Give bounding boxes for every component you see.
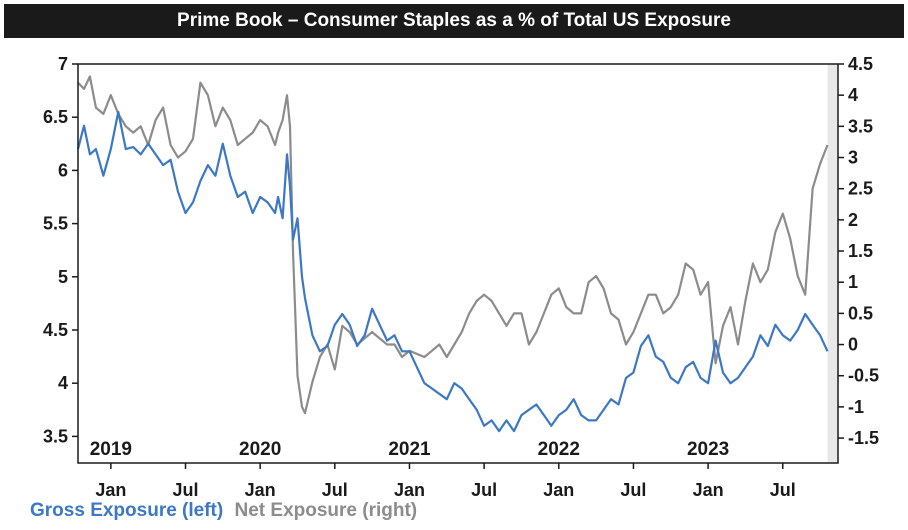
- year-labels: 2019 2020 2021 2022 2023: [90, 439, 730, 460]
- left-tick-label: 7: [58, 54, 68, 74]
- x-tick-label: Jul: [620, 480, 646, 500]
- legend-net-exposure: Net Exposure (right): [234, 500, 418, 521]
- shaded-region: [827, 64, 838, 463]
- right-tick-label: 4: [848, 85, 858, 105]
- x-tick-label: Jul: [770, 480, 796, 500]
- year-label: 2022: [538, 439, 580, 460]
- x-tick-label: Jan: [693, 480, 724, 500]
- year-label: 2023: [687, 439, 729, 460]
- x-tick-label: Jan: [95, 480, 126, 500]
- left-tick-label: 6: [58, 160, 68, 180]
- right-axis-ticks: -1.5 -1 -0.5 0 0.5 1 1.5 2 2.5 3 3.5 4 4.5: [838, 54, 879, 448]
- left-tick-label: 3.5: [43, 426, 68, 446]
- plot-frame: [77, 63, 839, 464]
- x-tick-label: Jan: [394, 480, 425, 500]
- right-tick-label: 0.5: [848, 303, 873, 323]
- shaded-region-layer: [827, 64, 838, 463]
- left-tick-label: 4.5: [43, 320, 68, 340]
- year-label: 2019: [90, 439, 132, 460]
- left-tick-label: 4: [58, 373, 68, 393]
- right-tick-label: 0: [848, 335, 858, 355]
- chart-title: Prime Book – Consumer Staples as a % of …: [4, 4, 904, 38]
- series-layer: [76, 75, 829, 433]
- right-tick-label: 3.5: [848, 116, 873, 136]
- right-tick-label: 4.5: [848, 54, 873, 74]
- left-axis-ticks: 3.5 4 4.5 5 5.5 6 6.5 7: [43, 54, 78, 446]
- net-exposure-line: [77, 75, 829, 415]
- right-tick-label: 1: [848, 272, 858, 292]
- right-tick-label: 2.5: [848, 179, 873, 199]
- right-tick-label: 1.5: [848, 241, 873, 261]
- x-tick-label: Jul: [172, 480, 198, 500]
- legend: Gross Exposure (left) Net Exposure (righ…: [30, 500, 417, 522]
- right-tick-label: -1: [848, 397, 864, 417]
- left-tick-label: 5.5: [43, 214, 68, 234]
- x-tick-label: Jul: [471, 480, 497, 500]
- x-tick-label: Jan: [543, 480, 574, 500]
- right-tick-label: 3: [848, 148, 858, 168]
- x-tick-label: Jul: [322, 480, 348, 500]
- x-tick-label: Jan: [245, 480, 276, 500]
- gross-exposure-line: [76, 110, 829, 433]
- right-tick-label: -1.5: [848, 428, 879, 448]
- year-label: 2020: [239, 439, 281, 460]
- right-tick-label: 2: [848, 210, 858, 230]
- right-tick-label: -0.5: [848, 366, 879, 386]
- x-axis-ticks: Jan Jul Jan Jul Jan Jul Jan Jul Jan Jul: [95, 463, 796, 500]
- legend-gross-exposure: Gross Exposure (left): [30, 500, 224, 521]
- year-label: 2021: [388, 439, 431, 460]
- left-tick-label: 5: [58, 267, 68, 287]
- left-tick-label: 6.5: [43, 107, 68, 127]
